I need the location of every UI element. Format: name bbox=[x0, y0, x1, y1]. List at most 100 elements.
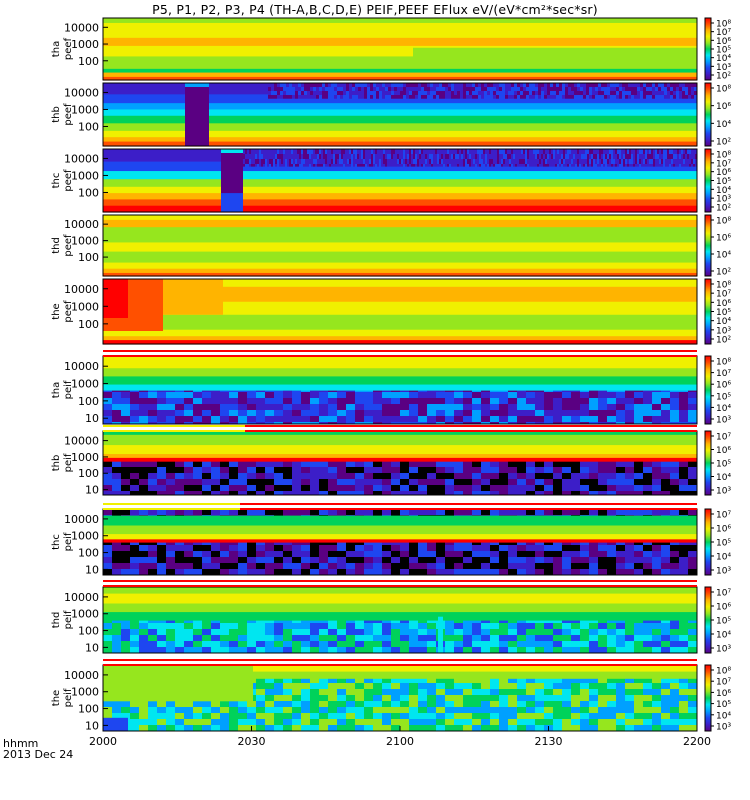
colorbar-tick-label: 10³ bbox=[716, 645, 731, 655]
y-tick-label: 10 bbox=[85, 484, 99, 497]
colorbar-scale bbox=[704, 82, 712, 147]
colorbar-scale bbox=[704, 430, 712, 496]
panel-frame bbox=[102, 17, 698, 81]
x-tick-label: 2000 bbox=[89, 735, 117, 748]
y-tick-label: 1000 bbox=[71, 38, 99, 51]
panel-label: thbpeif bbox=[51, 453, 74, 472]
colorbar-tick-label: 10⁵ bbox=[716, 539, 731, 549]
colorbar-tick-label: 10⁶ bbox=[716, 234, 731, 244]
panel-label-product: peef bbox=[63, 103, 74, 126]
colorbar-tick-label: 10⁶ bbox=[716, 299, 731, 309]
panel-label: thapeif bbox=[51, 380, 74, 399]
y-tick-label: 1000 bbox=[71, 103, 99, 116]
panel-frame bbox=[102, 82, 698, 147]
y-tick-label: 100 bbox=[78, 186, 99, 199]
panel-label-probe: thb bbox=[51, 455, 62, 472]
colorbar-tick-label: 10⁴ bbox=[716, 317, 731, 327]
colorbar-tick-label: 10⁸ bbox=[716, 358, 731, 368]
panel-label-probe: the bbox=[51, 303, 62, 319]
y-tick-label: 1000 bbox=[71, 451, 99, 464]
y-tick-label: 1000 bbox=[71, 608, 99, 621]
colorbar-tick-label: 10⁶ bbox=[716, 446, 731, 456]
colorbar-scale bbox=[704, 214, 712, 277]
colorbar-tick-label: 10⁴ bbox=[716, 473, 731, 483]
time-axis-date-label: 2013 Dec 24 bbox=[3, 748, 74, 761]
colorbar-tick-label: 10⁷ bbox=[716, 511, 731, 521]
y-tick-label: 100 bbox=[78, 625, 99, 638]
panel-label-probe: the bbox=[51, 690, 62, 706]
colorbar-tick-label: 10⁴ bbox=[716, 711, 731, 721]
colorbar-tick-label: 10⁸ bbox=[716, 20, 731, 30]
spectrogram-body bbox=[103, 18, 697, 81]
y-tick-label: 1000 bbox=[71, 378, 99, 391]
colorbar-scale bbox=[704, 17, 712, 81]
y-tick-label: 100 bbox=[78, 467, 99, 480]
spectrogram-body bbox=[103, 83, 697, 147]
colorbar-tick-label: 10² bbox=[716, 336, 731, 346]
y-tick-label: 10000 bbox=[64, 283, 99, 296]
colorbar-tick-label: 10⁶ bbox=[716, 168, 731, 178]
y-tick-label: 1000 bbox=[71, 235, 99, 248]
y-tick-label: 10000 bbox=[64, 86, 99, 99]
panel-label: thcpeif bbox=[51, 532, 74, 551]
panel-label: thepeef bbox=[51, 300, 74, 323]
y-tick-label: 1000 bbox=[71, 300, 99, 313]
y-tick-label: 100 bbox=[78, 395, 99, 408]
y-tick-label: 10000 bbox=[64, 360, 99, 373]
panel-frame bbox=[102, 148, 698, 213]
panel-label-probe: thc bbox=[51, 173, 62, 189]
colorbar-tick-label: 10⁴ bbox=[716, 54, 731, 64]
panel-label-probe: tha bbox=[51, 382, 62, 398]
colorbar-scale bbox=[704, 664, 712, 732]
colorbar: 10⁸ 10⁶ 10⁴ 10² bbox=[704, 214, 731, 278]
separator-bar bbox=[103, 503, 697, 510]
colorbar: 10⁸ 10⁶ 10⁴ 10² bbox=[704, 82, 731, 148]
panel-frame bbox=[102, 214, 698, 277]
colorbar-tick-label: 10⁶ bbox=[716, 381, 731, 391]
y-tick-label: 10000 bbox=[64, 435, 99, 448]
time-axis-caption: hhmm 2013 Dec 24 bbox=[3, 738, 73, 760]
colorbar-tick-label: 10⁵ bbox=[716, 177, 731, 187]
colorbar-tick-label: 10⁵ bbox=[716, 392, 731, 402]
panel-label: thapeef bbox=[51, 37, 74, 60]
y-tick-label: 10 bbox=[85, 563, 99, 576]
panel-label: thcpeef bbox=[51, 169, 74, 192]
colorbar-tick-label: 10⁸ bbox=[716, 667, 731, 677]
y-tick-label: 10 bbox=[85, 641, 99, 654]
colorbar-tick-label: 10⁷ bbox=[716, 290, 731, 300]
colorbar-tick-label: 10⁶ bbox=[716, 689, 731, 699]
colorbar-tick-label: 10⁴ bbox=[716, 404, 731, 414]
colorbar-tick-label: 10³ bbox=[716, 326, 731, 336]
panel-label-product: peif bbox=[63, 532, 74, 551]
y-tick-label: 1000 bbox=[71, 530, 99, 543]
time-axis: 2000 2030 2100 2130 2200 bbox=[89, 726, 711, 748]
spectrogram-body bbox=[103, 509, 697, 575]
colorbar-tick-label: 10⁷ bbox=[716, 369, 731, 379]
colorbar: 10⁷ 10⁶ 10⁵ 10⁴ 10³ bbox=[704, 430, 731, 497]
spectrogram-body bbox=[103, 215, 697, 277]
colorbar-tick-label: 10⁵ bbox=[716, 700, 731, 710]
panel-label-product: peif bbox=[63, 610, 74, 629]
colorbar-tick-label: 10⁸ bbox=[716, 85, 731, 95]
panel-label-probe: thb bbox=[51, 106, 62, 123]
y-tick-label: 10000 bbox=[64, 218, 99, 231]
panel-label-product: peef bbox=[63, 37, 74, 60]
panel-label-product: peif bbox=[63, 688, 74, 707]
colorbar-tick-label: 10⁷ bbox=[716, 433, 731, 443]
y-tick-label: 10000 bbox=[64, 152, 99, 165]
panel-label: thdpeef bbox=[51, 234, 74, 257]
colorbar-tick-label: 10² bbox=[716, 138, 731, 148]
colorbar-tick-label: 10⁴ bbox=[716, 631, 731, 641]
y-tick-label: 100 bbox=[78, 55, 99, 68]
panel-label: thbpeef bbox=[51, 103, 74, 126]
spectrogram-panel-thd-peef: 10000 1000 100 thdpeef 10⁸ 10⁶ 10⁴ 10² bbox=[51, 214, 731, 278]
colorbar-scale bbox=[704, 586, 712, 654]
x-tick-label: 2100 bbox=[386, 735, 414, 748]
panel-label-product: peif bbox=[63, 380, 74, 399]
y-tick-label: 100 bbox=[78, 318, 99, 331]
spectrogram-body bbox=[103, 149, 697, 213]
